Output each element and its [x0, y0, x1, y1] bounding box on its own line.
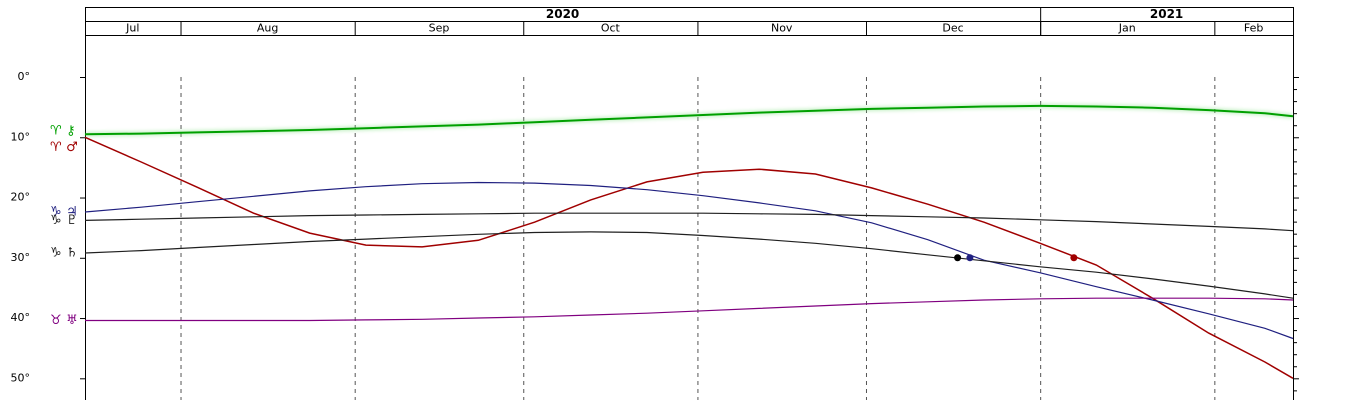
- series-line: [84, 231, 1294, 299]
- series-label: ♑ ♄: [50, 245, 78, 260]
- y-tick-label: 50°: [11, 371, 31, 384]
- series-label: ♈ ♂: [50, 140, 78, 155]
- y-tick-label: 20°: [11, 191, 31, 204]
- series-line: [84, 181, 1294, 340]
- series-line: [85, 297, 1294, 322]
- point: [954, 254, 962, 262]
- y-tick-label: 40°: [11, 311, 31, 324]
- series-label: ♑ ♃: [50, 204, 78, 219]
- series-label: ♑ ♇: [50, 213, 78, 228]
- month-label: Oct: [601, 22, 621, 35]
- month-label: Dec: [942, 22, 963, 35]
- series-line: [84, 104, 1294, 136]
- month-label: Aug: [257, 22, 278, 35]
- month-label: Jul: [125, 22, 139, 35]
- month-label: Sep: [429, 22, 450, 35]
- month-label: Nov: [771, 22, 793, 35]
- series-line: [84, 212, 1294, 232]
- series-label: ♉ ♅: [50, 313, 78, 328]
- point: [1070, 254, 1078, 262]
- month-label: Jan: [1118, 22, 1136, 35]
- y-tick-label: 30°: [11, 251, 31, 264]
- year-label: 2020: [546, 7, 579, 21]
- series-line: [84, 136, 1294, 379]
- y-tick-label: 0°: [18, 70, 31, 83]
- year-label: 2021: [1150, 7, 1183, 21]
- month-label: Feb: [1244, 22, 1263, 35]
- series-label: ♈ ⚷: [50, 124, 76, 139]
- point: [966, 254, 974, 262]
- y-tick-label: 10°: [11, 130, 31, 143]
